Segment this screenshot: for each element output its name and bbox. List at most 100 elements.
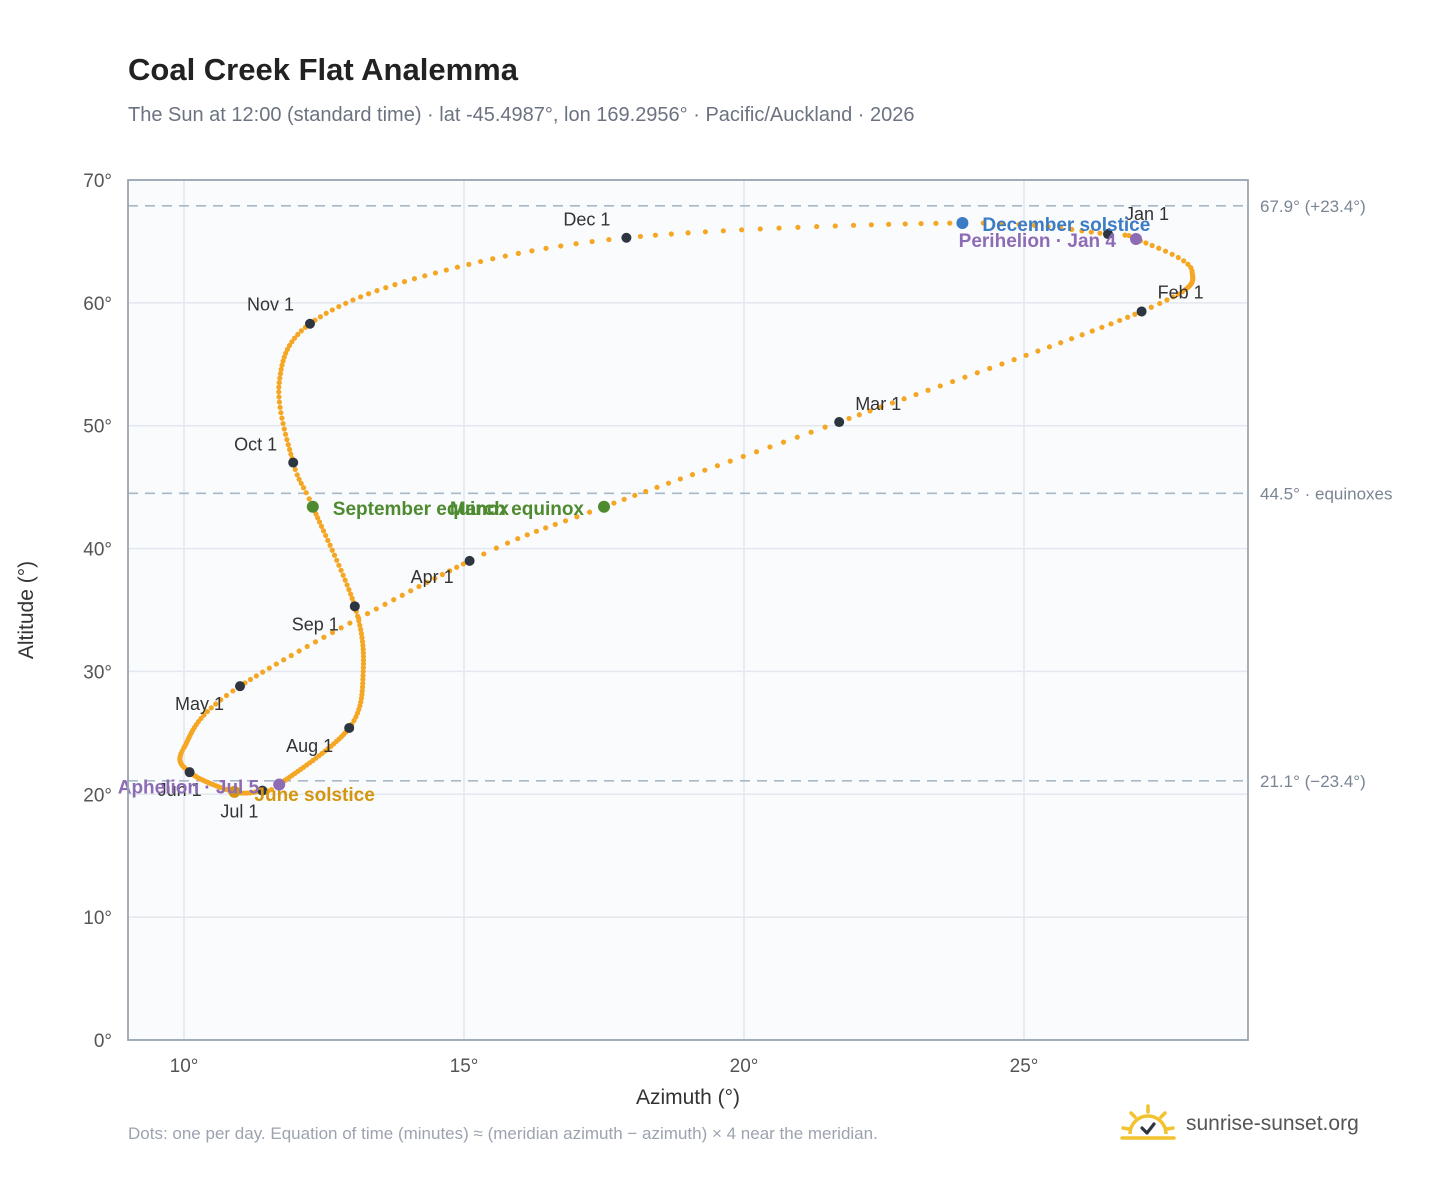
daily-sun-dot [223,692,230,699]
daily-sun-dot [278,410,284,416]
daily-sun-dot [1069,226,1075,233]
daily-sun-dot [714,463,721,469]
daily-sun-dot [677,476,683,482]
daily-sun-dot [795,224,801,230]
daily-sun-dot [1157,300,1163,307]
event-label: December solstice [982,215,1150,236]
daily-sun-dot [359,638,366,645]
daily-sun-dot [338,625,344,631]
daily-sun-dot [348,591,354,597]
daily-sun-dot [1099,324,1105,330]
y-tick-label: 70° [83,171,112,192]
y-tick-label: 0° [94,1031,112,1052]
month-label: Jul 1 [220,802,258,822]
month-label: Dec 1 [563,210,610,230]
daily-sun-dot [460,561,466,567]
daily-sun-dot [342,577,348,583]
daily-sun-dot [652,232,659,238]
daily-sun-dot [358,631,364,637]
daily-sun-dot [689,471,696,478]
daily-sun-dot [373,606,379,612]
daily-sun-dot [665,480,672,486]
daily-sun-dot [1156,245,1162,251]
daily-sun-dot [356,618,362,624]
daily-sun-dot [477,258,484,265]
sun-check-icon [1120,1104,1176,1140]
daily-sun-dot [1170,294,1176,300]
daily-sun-dot [291,335,298,341]
daily-sun-dot [391,597,397,603]
daily-sun-dot [276,399,283,405]
event-label: June solstice [254,785,374,806]
axes: 10° 15° 20° 25° 0° 10° 20° 30° 40° 50° 60° 70° [83,171,1249,1077]
daily-sun-dot [702,467,708,473]
reference-line-label: 21.1° (−23.4°) [1260,772,1366,791]
month-marker [1136,306,1147,317]
daily-sun-dot [422,273,428,279]
month-label: Feb 1 [1158,282,1204,302]
daily-sun-dot [360,650,366,656]
daily-sun-dot [401,279,408,285]
daily-sun-dot [1148,304,1154,310]
daily-sun-dot [280,420,286,427]
chart-title: Coal Creek Flat Analemma [128,52,518,87]
daily-sun-dot [1185,261,1191,267]
daily-sun-dot [533,528,540,534]
brand-name: sunrise-sunset.org [1186,1112,1359,1135]
daily-sun-dot [317,314,324,320]
daily-sun-dot [1149,242,1155,249]
daily-sun-dot [1035,348,1041,354]
daily-sun-dot [325,537,331,543]
month-marker [344,722,355,733]
daily-sun-dot [937,383,943,389]
event-marker [956,217,969,229]
daily-sun-dot [1011,357,1017,363]
daily-sun-dot [334,557,340,563]
month-label: Nov 1 [247,295,294,315]
daily-sun-dot [295,331,301,338]
daily-sun-dot [276,384,282,390]
daily-sun-dot [416,583,422,590]
daily-sun-dot [268,787,275,793]
month-marker [834,417,845,428]
daily-sun-dot [1079,228,1085,234]
daily-sun-dot [654,484,660,490]
daily-sun-dot [382,601,388,607]
month-marker [621,232,632,243]
daily-sun-dot [279,362,285,368]
month-label: May 1 [175,694,224,714]
daily-sun-dot [739,227,745,233]
daily-sun-dot [621,496,627,502]
month-label: Jun 1 [158,780,202,800]
month-marker [1103,229,1113,240]
event-marker [228,785,241,798]
daily-sun-dot [1016,221,1022,227]
event-marker [598,500,610,513]
daily-sun-dot [947,220,953,226]
daily-sun-dot [338,567,344,573]
daily-sun-dot [1031,222,1037,228]
daily-sun-dot [918,220,924,227]
daily-sun-dot [346,586,352,593]
daily-sun-dot [276,389,282,395]
daily-sun-dot [767,444,773,450]
brand-logo[interactable]: sunrise-sunset.org [1120,1102,1359,1146]
daily-sun-dot [374,288,380,294]
daily-sun-dot [323,310,329,316]
daily-sun-dot [1175,291,1181,297]
daily-sun-dot [312,639,319,645]
daily-sun-dot [1175,254,1181,261]
daily-sun-dot [856,412,862,418]
daily-sun-dot [740,453,746,460]
daily-sun-dot [1126,232,1132,239]
daily-sun-dot [466,261,472,267]
daily-sun-dot [278,366,284,373]
daily-sun-dot [1057,225,1064,231]
daily-sun-dot [266,665,272,671]
daily-sun-dot [329,629,336,636]
month-marker [464,555,475,566]
daily-sun-dot [316,519,323,525]
y-tick-label: 40° [83,540,112,561]
month-marker [305,318,315,329]
daily-sun-dot [886,221,892,227]
